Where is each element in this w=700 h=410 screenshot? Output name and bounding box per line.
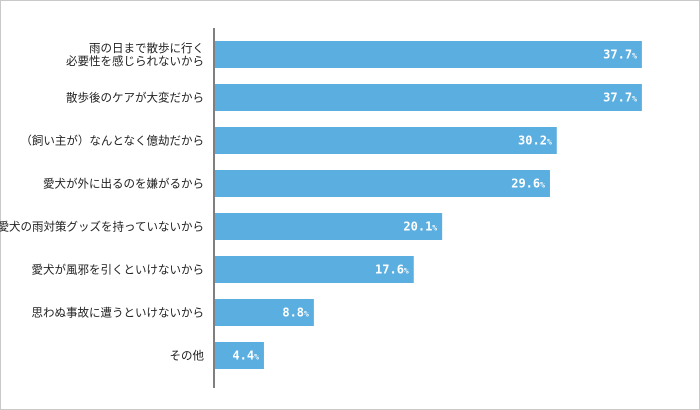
bar-7 [214, 299, 314, 326]
bar-1 [214, 41, 642, 68]
category-label-4: 愛犬が外に出るのを嫌がるから [43, 177, 204, 191]
bar-5 [214, 213, 443, 240]
value-label-6: 17.6% [375, 263, 409, 277]
value-label-1: 37.7% [603, 48, 637, 62]
value-label-7: 8.8% [282, 306, 309, 320]
bar-6 [214, 256, 414, 283]
bar-2 [214, 84, 642, 111]
category-label-3: （飼い主が）なんとなく億劫だから [20, 134, 204, 148]
value-label-2: 37.7% [603, 91, 637, 105]
category-label-8: その他 [170, 349, 205, 363]
value-label-4: 29.6% [511, 177, 545, 191]
value-label-5: 20.1% [403, 220, 437, 234]
value-label-8: 4.4% [232, 349, 259, 363]
category-label-6: 愛犬が風邪を引くといけないから [32, 263, 205, 277]
category-label-2: 散歩後のケアが大変だから [66, 91, 204, 105]
bar-3 [214, 127, 557, 154]
category-label-5: 愛犬の雨対策グッズを持っていないから [0, 220, 204, 234]
bar-group: 37.7% 37.7% 30.2% 29.6% 20.1% 17.6% 8.8% 4.4% [214, 41, 642, 369]
value-label-3: 30.2% [518, 134, 552, 148]
bar-4 [214, 170, 550, 197]
bar-8 [214, 342, 264, 369]
category-label-1: 雨の日まで散歩に行く必要性を感じられないから [66, 41, 204, 68]
category-label-7: 思わぬ事故に遭うといけないから [32, 306, 205, 320]
